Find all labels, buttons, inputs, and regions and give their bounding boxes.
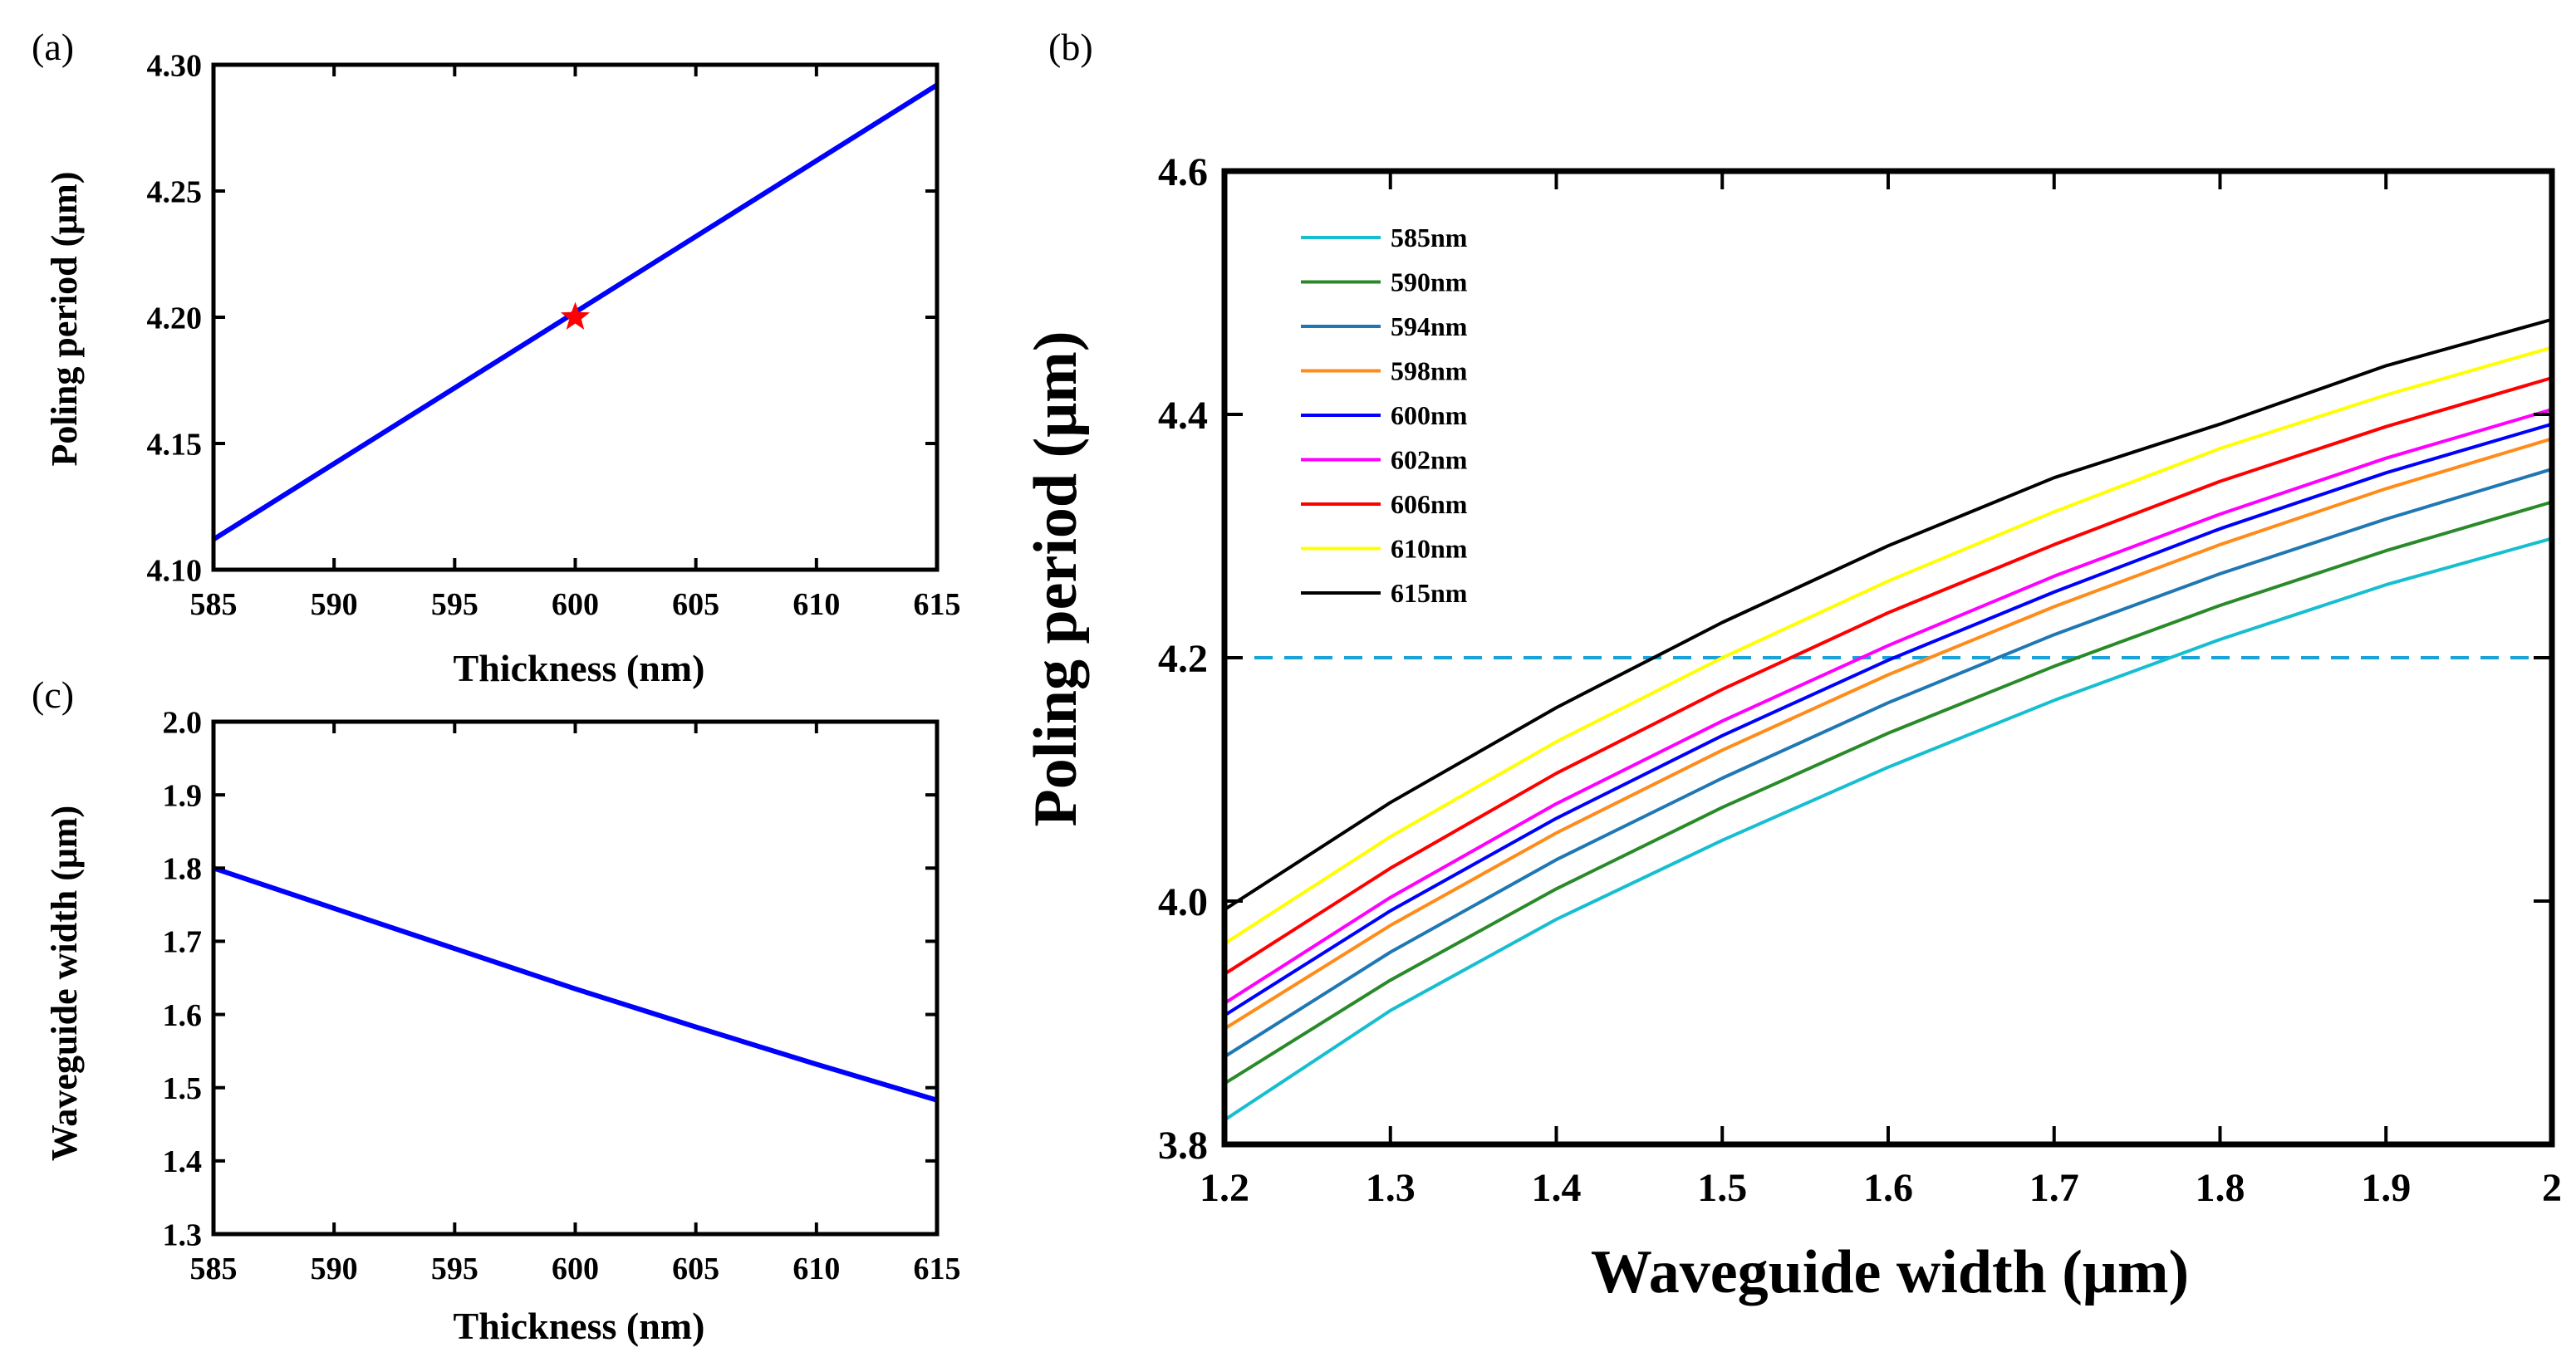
series-line-waveguide-width — [213, 865, 938, 1103]
series-line-615nm — [1223, 317, 2553, 911]
panel-a: (a) 585 590 595 600 605 610 615 4.104.154.204.… — [32, 26, 961, 689]
x-tick-label: 590 — [311, 587, 358, 622]
panel-b-y-axis-title: Poling period (μm) — [1022, 331, 1090, 827]
y-tick-label: 4.15 — [147, 427, 203, 462]
legend-label-598nm: 598nm — [1391, 356, 1468, 386]
y-tick-label: 2.0 — [163, 705, 203, 740]
y-tick-label: 1.6 — [163, 998, 203, 1033]
x-tick-label: 610 — [792, 587, 840, 622]
x-tick-label: 1.3 — [1366, 1166, 1416, 1210]
series-line-600nm — [1223, 422, 2553, 1017]
series-line-590nm — [1223, 500, 2553, 1085]
panel-b: (b) 1.2 1.3 1.4 1.5 1.6 1.7 1.8 1.9 2 3.8 4.0 4.2 4… — [1022, 26, 2562, 1306]
x-tick-label: 585 — [190, 1252, 238, 1286]
y-tick-label: 1.4 — [163, 1144, 203, 1179]
y-tick-label: 4.25 — [147, 174, 203, 209]
x-tick-label: 600 — [552, 587, 599, 622]
panel-a-x-ticks: 585 590 595 600 605 610 615 — [190, 65, 961, 622]
series-line-606nm — [1223, 376, 2553, 976]
x-tick-label: 600 — [552, 1252, 599, 1286]
x-tick-label: 2 — [2542, 1166, 2562, 1210]
y-tick-label: 4.2 — [1158, 637, 1208, 681]
y-tick-label: 4.4 — [1158, 394, 1208, 438]
x-tick-label: 590 — [311, 1252, 358, 1286]
y-tick-label: 4.30 — [147, 48, 203, 83]
y-tick-label: 1.9 — [163, 778, 203, 813]
panel-b-x-ticks: 1.2 1.3 1.4 1.5 1.6 1.7 1.8 1.9 2 — [1200, 171, 2562, 1210]
x-tick-label: 595 — [431, 587, 478, 622]
x-tick-label: 595 — [431, 1252, 478, 1286]
legend-label-600nm: 600nm — [1391, 400, 1468, 430]
series-line-594nm — [1223, 467, 2553, 1059]
x-tick-label: 1.4 — [1532, 1166, 1582, 1210]
x-tick-label: 615 — [914, 587, 961, 622]
x-tick-label: 615 — [914, 1252, 961, 1286]
series-line-585nm — [1223, 536, 2553, 1122]
legend-label-585nm: 585nm — [1391, 223, 1468, 252]
legend-label-615nm: 615nm — [1391, 578, 1468, 608]
legend-label-610nm: 610nm — [1391, 534, 1468, 564]
x-tick-label: 1.2 — [1200, 1166, 1249, 1210]
series-line-610nm — [1223, 345, 2553, 945]
series-line-602nm — [1223, 408, 2553, 1005]
panel-b-legend: 585nm 590nm 594nm 598nm 600nm 602nm 606nm 610nm… — [1301, 223, 1468, 608]
series-line-598nm — [1223, 437, 2553, 1031]
panel-b-x-axis-title: Waveguide width (μm) — [1591, 1238, 2189, 1306]
panel-c-label: (c) — [32, 674, 74, 716]
y-tick-label: 1.5 — [163, 1071, 203, 1106]
y-tick-label: 1.7 — [163, 925, 203, 960]
legend-label-590nm: 590nm — [1391, 267, 1468, 297]
y-tick-label: 4.20 — [147, 301, 203, 336]
panel-a-x-axis-title: Thickness (nm) — [454, 647, 705, 689]
x-tick-label: 585 — [190, 587, 238, 622]
y-tick-label: 3.8 — [1158, 1124, 1208, 1168]
x-tick-label: 1.6 — [1863, 1166, 1913, 1210]
legend-label-594nm: 594nm — [1391, 311, 1468, 341]
x-tick-label: 610 — [792, 1252, 840, 1286]
panel-c-x-axis-title: Thickness (nm) — [454, 1305, 705, 1347]
panel-a-label: (a) — [32, 26, 74, 68]
y-tick-label: 4.0 — [1158, 880, 1208, 924]
y-tick-label: 4.6 — [1158, 150, 1208, 194]
y-tick-label: 4.10 — [147, 553, 203, 588]
x-tick-label: 605 — [672, 1252, 719, 1286]
x-tick-label: 1.7 — [2029, 1166, 2079, 1210]
x-tick-label: 1.8 — [2196, 1166, 2245, 1210]
panel-c-y-axis-title: Waveguide width (μm) — [44, 806, 85, 1161]
y-tick-label: 1.3 — [163, 1217, 203, 1252]
panel-c: (c) 585 590 595 600 605 610 615 1.31.41.51.61.… — [32, 674, 961, 1347]
x-tick-label: 1.9 — [2361, 1166, 2411, 1210]
panel-b-y-ticks: 3.8 4.0 4.2 4.4 4.6 — [1158, 150, 2552, 1168]
panel-c-x-ticks: 585 590 595 600 605 610 615 — [190, 722, 961, 1286]
panel-a-y-axis-title: Poling period (μm) — [44, 172, 85, 467]
legend-label-606nm: 606nm — [1391, 489, 1468, 519]
y-tick-label: 1.8 — [163, 852, 203, 887]
x-tick-label: 605 — [672, 587, 719, 622]
panel-c-y-ticks: 1.3 1.4 1.5 1.6 1.7 1.8 1.9 2.0 — [163, 705, 937, 1252]
panel-b-label: (b) — [1048, 26, 1093, 68]
x-tick-label: 1.5 — [1697, 1166, 1747, 1210]
panel-a-y-ticks: 4.10 4.15 4.20 4.25 4.30 — [147, 48, 937, 588]
star-marker — [560, 301, 591, 330]
legend-label-602nm: 602nm — [1391, 445, 1468, 475]
